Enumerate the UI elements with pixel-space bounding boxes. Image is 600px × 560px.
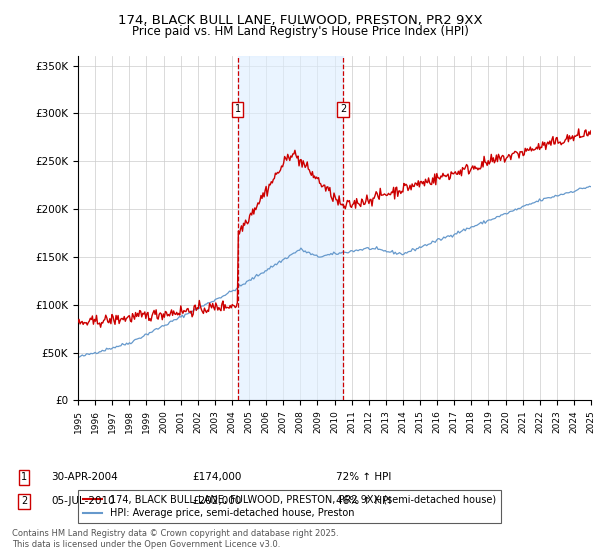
Bar (238, 56, 343, 400)
Text: 174, BLACK BULL LANE, FULWOOD, PRESTON, PR2 9XX: 174, BLACK BULL LANE, FULWOOD, PRESTON, … (118, 14, 482, 27)
Text: £174,000: £174,000 (192, 472, 241, 482)
Text: 30-APR-2004: 30-APR-2004 (51, 472, 118, 482)
Text: £202,000: £202,000 (192, 496, 241, 506)
Text: 1: 1 (235, 104, 241, 114)
Text: 05-JUL-2010: 05-JUL-2010 (51, 496, 115, 506)
Text: 1: 1 (21, 472, 27, 482)
Text: Price paid vs. HM Land Registry's House Price Index (HPI): Price paid vs. HM Land Registry's House … (131, 25, 469, 38)
Text: 72% ↑ HPI: 72% ↑ HPI (336, 472, 391, 482)
Text: 2: 2 (340, 104, 346, 114)
Legend: 174, BLACK BULL LANE, FULWOOD, PRESTON, PR2 9XX (semi-detached house), HPI: Aver: 174, BLACK BULL LANE, FULWOOD, PRESTON, … (78, 489, 501, 523)
Text: 2: 2 (21, 496, 27, 506)
Text: Contains HM Land Registry data © Crown copyright and database right 2025.
This d: Contains HM Land Registry data © Crown c… (12, 529, 338, 549)
Text: 46% ↑ HPI: 46% ↑ HPI (336, 496, 391, 506)
